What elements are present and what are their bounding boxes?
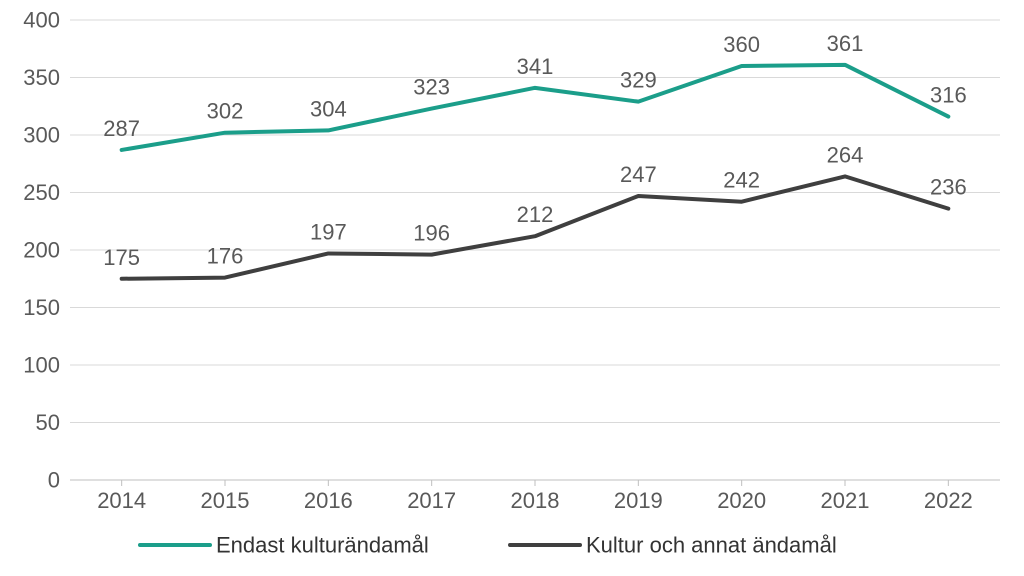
y-tick-label: 50 — [36, 410, 60, 435]
data-label: 176 — [207, 244, 244, 269]
data-label: 242 — [723, 168, 760, 193]
y-tick-label: 200 — [23, 238, 60, 263]
x-tick-label: 2020 — [717, 488, 766, 513]
data-label: 197 — [310, 219, 347, 244]
data-label: 196 — [413, 221, 450, 246]
x-tick-label: 2018 — [511, 488, 560, 513]
data-label: 329 — [620, 68, 657, 93]
data-label: 304 — [310, 96, 347, 121]
data-label: 341 — [517, 54, 554, 79]
chart-svg: 0 50 100 150 200 250 300 350 400 2014 2015 2016 2017… — [0, 0, 1024, 576]
data-label: 247 — [620, 162, 657, 187]
y-tick-label: 150 — [23, 295, 60, 320]
data-label: 360 — [723, 32, 760, 57]
data-label: 287 — [103, 116, 140, 141]
y-tick-label: 100 — [23, 353, 60, 378]
x-tick-label: 2014 — [97, 488, 146, 513]
x-tick-label: 2015 — [201, 488, 250, 513]
line-chart: 0 50 100 150 200 250 300 350 400 2014 2015 2016 2017… — [0, 0, 1024, 576]
legend-label: Endast kulturändamål — [216, 533, 429, 558]
data-label: 264 — [827, 142, 864, 167]
y-tick-label: 350 — [23, 65, 60, 90]
data-label: 302 — [207, 99, 244, 124]
x-tick-label: 2022 — [924, 488, 973, 513]
y-tick-label: 300 — [23, 123, 60, 148]
data-label: 212 — [517, 202, 554, 227]
legend-label: Kultur och annat ändamål — [586, 533, 837, 558]
data-label: 361 — [827, 31, 864, 56]
x-tick-label: 2016 — [304, 488, 353, 513]
y-tick-label: 250 — [23, 180, 60, 205]
data-label: 316 — [930, 83, 967, 108]
data-label: 236 — [930, 175, 967, 200]
x-tick-label: 2017 — [407, 488, 456, 513]
y-tick-label: 0 — [48, 468, 60, 493]
y-tick-label: 400 — [23, 8, 60, 33]
data-label: 175 — [103, 245, 140, 270]
x-tick-label: 2021 — [821, 488, 870, 513]
x-tick-label: 2019 — [614, 488, 663, 513]
data-label: 323 — [413, 75, 450, 100]
